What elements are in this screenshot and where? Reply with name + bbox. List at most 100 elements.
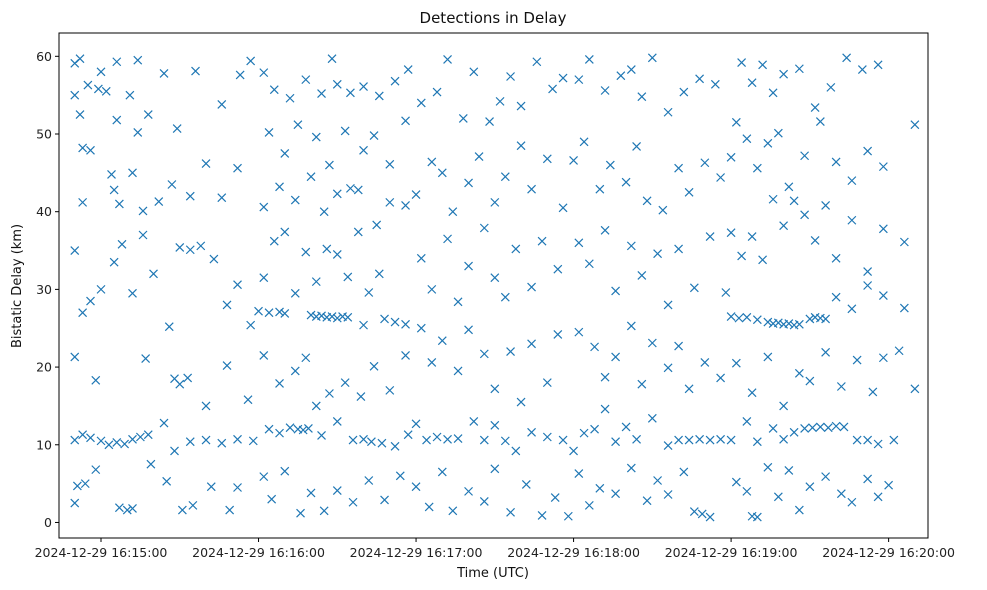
data-point-x-marker xyxy=(558,203,568,213)
data-point-x-marker xyxy=(626,65,636,74)
data-point-x-marker xyxy=(716,173,726,182)
data-point-x-marker xyxy=(133,55,143,65)
data-point-x-marker xyxy=(154,197,164,207)
data-point-x-marker xyxy=(327,312,337,322)
data-point-x-marker xyxy=(448,506,458,516)
data-point-x-marker xyxy=(810,103,820,113)
data-point-x-marker xyxy=(784,465,794,475)
data-point-x-marker xyxy=(873,60,883,70)
data-point-x-marker xyxy=(705,512,715,522)
data-point-x-marker xyxy=(479,435,489,445)
y-axis-label: Bistatic Delay (km) xyxy=(10,224,25,348)
data-point-x-marker xyxy=(125,90,135,100)
data-point-x-marker xyxy=(380,495,389,505)
data-point-x-marker xyxy=(899,237,909,247)
data-point-x-marker xyxy=(443,54,452,64)
data-point-x-marker xyxy=(863,146,873,156)
data-point-x-marker xyxy=(377,438,387,448)
data-point-x-marker xyxy=(374,269,384,279)
data-point-x-marker xyxy=(700,357,710,367)
data-point-x-marker xyxy=(737,251,747,261)
data-point-x-marker xyxy=(303,424,313,433)
data-point-x-marker xyxy=(734,313,744,323)
data-point-x-marker xyxy=(663,107,673,117)
data-point-x-marker xyxy=(558,435,568,445)
data-point-x-marker xyxy=(385,197,395,207)
data-point-x-marker xyxy=(831,253,841,263)
data-point-x-marker xyxy=(527,427,536,437)
y-tick-label: 60 xyxy=(36,49,52,64)
data-point-x-marker xyxy=(847,215,857,225)
data-point-x-marker xyxy=(301,75,311,85)
data-point-x-marker xyxy=(511,446,521,456)
data-point-x-marker xyxy=(183,373,193,383)
data-point-x-marker xyxy=(114,503,124,513)
data-point-x-marker xyxy=(863,281,873,290)
data-point-x-marker xyxy=(319,207,329,217)
data-point-x-marker xyxy=(689,283,699,293)
data-point-x-marker xyxy=(721,288,731,297)
data-point-x-marker xyxy=(109,185,119,195)
data-point-x-marker xyxy=(217,100,227,109)
plot-area-frame xyxy=(58,32,929,539)
data-point-x-marker xyxy=(264,424,274,434)
data-point-x-marker xyxy=(416,323,426,333)
data-point-x-marker xyxy=(516,141,526,151)
data-point-x-marker xyxy=(109,257,119,267)
data-point-x-marker xyxy=(868,387,878,397)
data-point-x-marker xyxy=(878,353,888,363)
data-point-x-marker xyxy=(679,467,689,477)
data-point-x-marker xyxy=(369,361,379,371)
data-point-x-marker xyxy=(340,378,350,388)
data-point-x-marker xyxy=(411,482,421,492)
data-point-x-marker xyxy=(185,191,195,201)
data-point-x-marker xyxy=(259,350,269,360)
data-point-x-marker xyxy=(684,435,694,445)
data-point-x-marker xyxy=(453,434,463,443)
data-point-x-marker xyxy=(815,422,825,432)
data-point-x-marker xyxy=(747,232,757,241)
data-point-x-marker xyxy=(343,312,353,322)
x-tick-label: 2024-12-29 16:17:00 xyxy=(350,545,483,560)
data-point-x-marker xyxy=(120,439,130,449)
data-point-x-marker xyxy=(317,431,326,440)
data-point-x-marker xyxy=(437,168,447,178)
data-point-x-marker xyxy=(684,384,694,394)
data-point-x-marker xyxy=(500,436,510,446)
data-point-x-marker xyxy=(75,110,85,120)
data-point-x-marker xyxy=(873,439,883,449)
data-point-x-marker xyxy=(821,314,831,324)
data-point-x-marker xyxy=(217,438,227,448)
data-point-x-marker xyxy=(490,273,500,283)
data-point-x-marker xyxy=(674,341,684,351)
data-point-x-marker xyxy=(117,239,127,249)
data-point-x-marker xyxy=(590,342,600,352)
data-point-x-marker xyxy=(149,269,158,279)
data-point-x-marker xyxy=(233,434,242,444)
data-point-x-marker xyxy=(558,73,568,83)
data-point-x-marker xyxy=(621,177,631,187)
data-point-x-marker xyxy=(479,349,489,359)
data-point-x-marker xyxy=(317,311,326,321)
data-point-x-marker xyxy=(385,385,395,395)
data-point-x-marker xyxy=(605,160,615,170)
data-point-x-marker xyxy=(863,435,873,445)
data-point-x-marker xyxy=(752,315,762,325)
data-point-x-marker xyxy=(332,189,342,199)
data-point-x-marker xyxy=(359,145,368,155)
data-point-x-marker xyxy=(516,101,526,111)
data-point-x-marker xyxy=(763,462,773,472)
data-point-x-marker xyxy=(86,145,95,155)
data-point-x-marker xyxy=(611,286,621,296)
data-point-x-marker xyxy=(637,270,647,280)
data-point-x-marker xyxy=(432,87,442,97)
data-point-x-marker xyxy=(201,401,211,411)
data-point-x-marker xyxy=(416,98,426,108)
data-point-x-marker xyxy=(233,280,242,290)
x-tick-label: 2024-12-29 16:18:00 xyxy=(507,545,640,560)
x-tick-label: 2024-12-29 16:19:00 xyxy=(665,545,798,560)
y-tick-label: 30 xyxy=(36,282,52,297)
data-point-x-marker xyxy=(569,446,578,456)
data-point-x-marker xyxy=(779,69,789,79)
data-point-x-marker xyxy=(579,428,589,438)
